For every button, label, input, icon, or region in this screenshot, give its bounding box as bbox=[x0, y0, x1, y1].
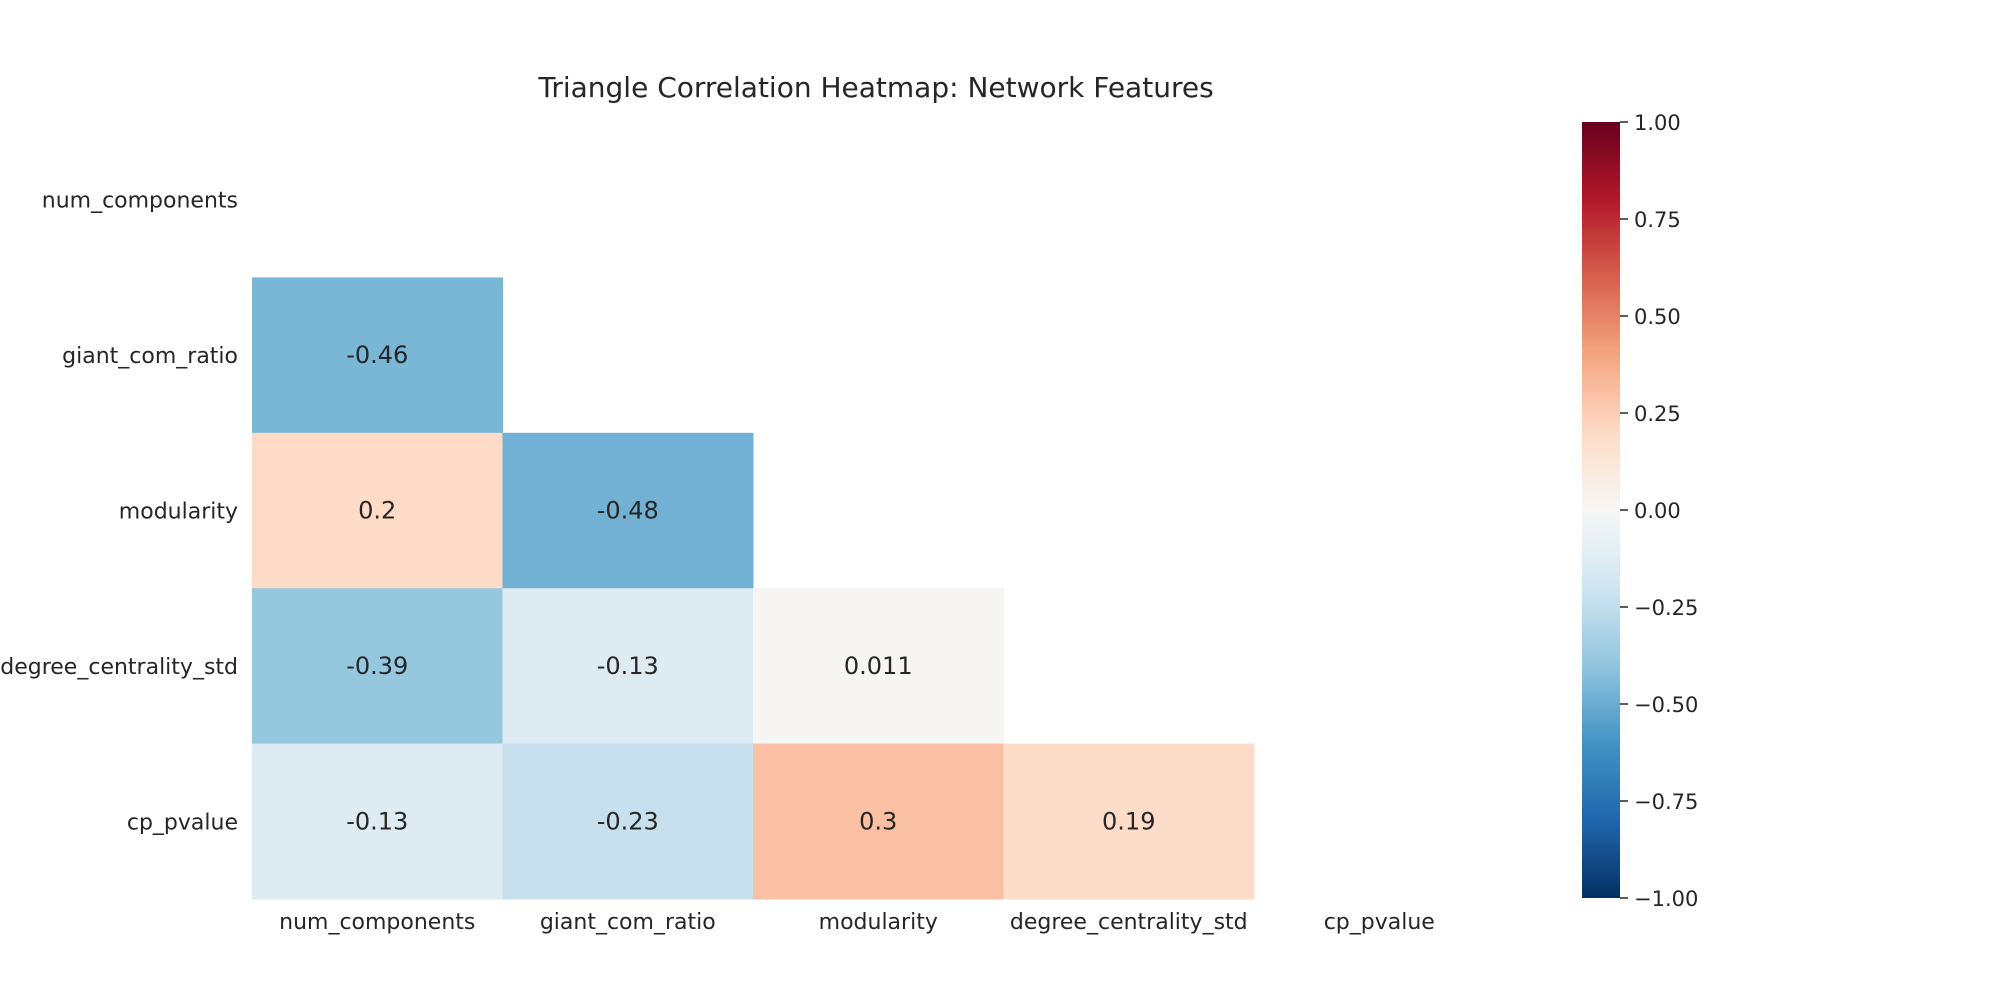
cell-value-label: -0.23 bbox=[597, 807, 659, 835]
cell-value-label: 0.19 bbox=[1102, 807, 1155, 835]
cell-value-label: -0.13 bbox=[597, 652, 659, 680]
heatmap-cell bbox=[252, 743, 503, 900]
x-tick-label: giant_com_ratio bbox=[540, 910, 716, 935]
colorbar-tick-label: 0.50 bbox=[1634, 305, 1681, 329]
heatmap-cells: -0.46 0.2 -0.48 -0.39 -0.13 0.011 -0.13 -0.23 0.… bbox=[252, 277, 1255, 900]
x-tick-label: cp_pvalue bbox=[1324, 910, 1435, 935]
chart-title: Triangle Correlation Heatmap: Network Fe… bbox=[537, 71, 1213, 104]
colorbar-tick-label: −0.25 bbox=[1634, 596, 1698, 620]
x-tick-label: degree_centrality_std bbox=[1010, 910, 1248, 935]
y-tick-label: cp_pvalue bbox=[127, 810, 238, 835]
colorbar-tick-label: 1.00 bbox=[1634, 111, 1681, 135]
y-axis-tick-labels: num_components giant_com_ratio modularity d… bbox=[0, 189, 238, 836]
heatmap-cell bbox=[502, 432, 754, 589]
cell-value-label: -0.48 bbox=[597, 497, 659, 525]
colorbar-tick-label: −1.00 bbox=[1634, 887, 1698, 911]
colorbar-tick-label: −0.75 bbox=[1634, 790, 1698, 814]
cell-value-label: -0.39 bbox=[346, 652, 408, 680]
heatmap-cell bbox=[753, 588, 1004, 745]
heatmap-cell bbox=[753, 743, 1004, 900]
colorbar: 1.00 0.75 0.50 0.25 0.00 −0.25 −0.50 −0.75 −1.00 bbox=[1582, 111, 1698, 911]
y-tick-label: num_components bbox=[42, 189, 238, 214]
cell-value-label: -0.46 bbox=[346, 341, 408, 369]
x-tick-label: num_components bbox=[279, 910, 475, 935]
colorbar-tick-label: −0.50 bbox=[1634, 693, 1698, 717]
x-axis-tick-labels: num_components giant_com_ratio modularity d… bbox=[279, 910, 1435, 935]
y-tick-label: modularity bbox=[119, 500, 238, 525]
heatmap-cell bbox=[252, 588, 503, 745]
colorbar-gradient bbox=[1582, 122, 1620, 898]
colorbar-tick-label: 0.00 bbox=[1634, 499, 1681, 523]
colorbar-tick-label: 0.25 bbox=[1634, 402, 1681, 426]
cell-value-label: 0.2 bbox=[358, 497, 396, 525]
cell-value-label: 0.011 bbox=[844, 652, 913, 680]
heatmap-cell bbox=[502, 588, 754, 745]
cell-value-label: 0.3 bbox=[859, 807, 897, 835]
heatmap-cell bbox=[252, 277, 503, 434]
y-tick-label: degree_centrality_std bbox=[0, 655, 238, 680]
y-tick-label: giant_com_ratio bbox=[62, 344, 238, 369]
heatmap-cell bbox=[252, 432, 503, 589]
heatmap-cell bbox=[502, 743, 754, 900]
heatmap-cell bbox=[1003, 743, 1255, 900]
x-tick-label: modularity bbox=[819, 910, 938, 935]
colorbar-tick-label: 0.75 bbox=[1634, 208, 1681, 232]
cell-value-label: -0.13 bbox=[346, 807, 408, 835]
